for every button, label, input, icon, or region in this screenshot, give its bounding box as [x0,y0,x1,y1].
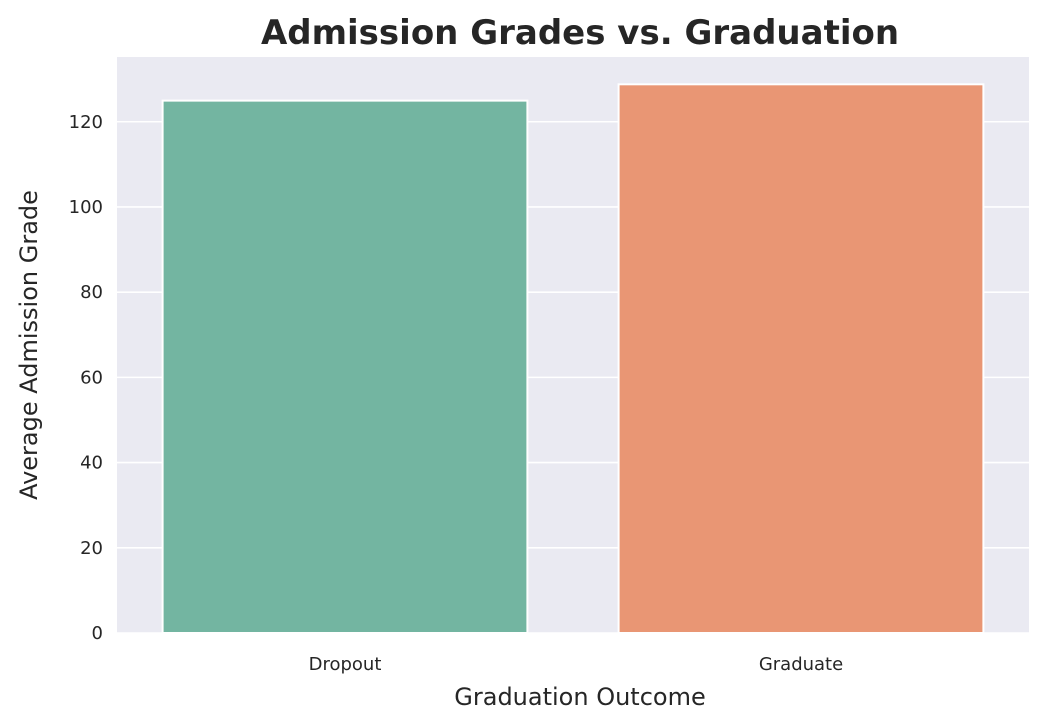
y-tick-label: 40 [80,453,103,474]
x-tick-labels: Dropout Graduate [309,654,844,675]
y-tick-label: 120 [69,112,103,133]
x-axis-label: Graduation Outcome [454,683,705,711]
y-tick-label: 60 [80,367,103,388]
x-tick-label-graduate: Graduate [759,654,843,675]
y-tick-label: 100 [69,197,103,218]
y-tick-label: 80 [80,282,103,303]
bars [161,83,985,634]
y-tick-label: 20 [80,538,103,559]
bar-dropout [161,99,529,634]
bar-graduate [617,83,985,634]
y-tick-labels: 0 20 40 60 80 100 120 [69,112,103,644]
x-tick-label-dropout: Dropout [309,654,382,675]
y-axis-label: Average Admission Grade [15,190,43,500]
y-tick-label: 0 [92,623,103,644]
chart-title: Admission Grades vs. Graduation [261,13,899,53]
